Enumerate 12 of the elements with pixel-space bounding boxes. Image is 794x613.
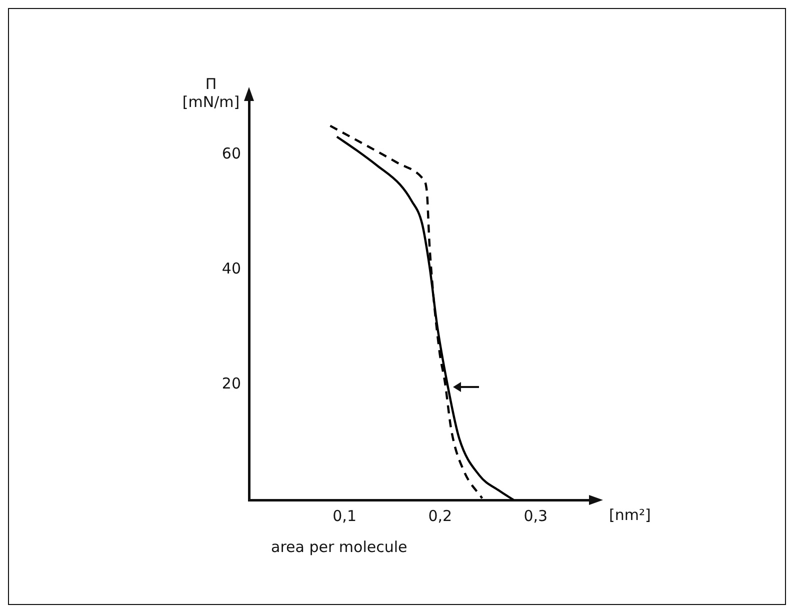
x-tick-label: 0,1 xyxy=(332,506,356,525)
line-series xyxy=(336,136,515,500)
line-series xyxy=(329,124,484,500)
y-axis-title: Π [mN/m] xyxy=(182,75,240,111)
y-tick-label: 60 xyxy=(222,144,241,162)
figure-frame: 0,1 0,2 0,3 20 40 60 Π [mN/m] area per molecule [nm²] xyxy=(8,8,786,605)
x-axis-title: area per molecule xyxy=(271,538,408,556)
x-tick-label: 0,2 xyxy=(428,506,452,525)
x-tick-label: 0,3 xyxy=(524,506,548,525)
y-tick-label: 40 xyxy=(222,260,241,278)
y-tick-label: 20 xyxy=(222,374,241,393)
text: [nm²] xyxy=(609,506,651,524)
